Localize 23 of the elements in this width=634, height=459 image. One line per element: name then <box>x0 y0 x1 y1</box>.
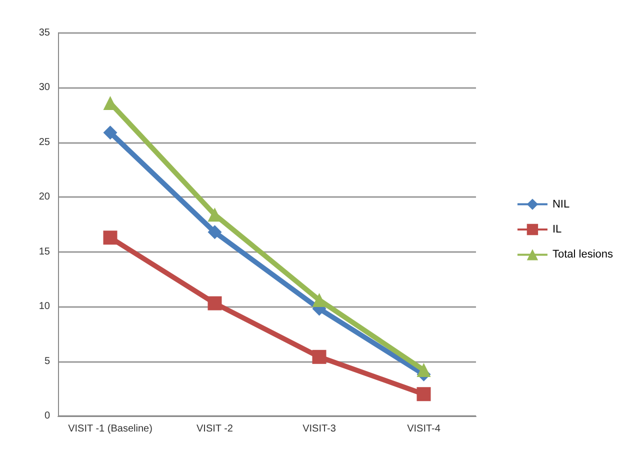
point <box>208 296 222 310</box>
x-tick-label: VISIT-4 <box>407 424 441 434</box>
y-tick-label: 25 <box>38 136 50 148</box>
y-tick-label: 15 <box>38 246 50 258</box>
point <box>312 350 326 364</box>
point <box>416 387 431 402</box>
point <box>208 225 222 240</box>
x-tick-label: VISIT -2 <box>196 424 234 434</box>
x-tick-label: VISIT-3 <box>302 424 336 434</box>
point <box>312 293 326 308</box>
legend-label: IL <box>552 224 562 236</box>
point <box>103 230 118 245</box>
point <box>103 126 118 140</box>
y-tick-label: 10 <box>38 301 50 312</box>
x-tick-label: VISIT -1 (Baseline) <box>68 424 152 434</box>
legend-label: Total lesions <box>552 248 614 261</box>
legend-label: NIL <box>552 198 570 210</box>
y-tick-label: 35 <box>38 28 50 38</box>
y-tick-label: 5 <box>44 356 50 367</box>
y-tick-label: 0 <box>44 410 50 422</box>
point <box>416 363 431 378</box>
y-tick-label: 30 <box>38 82 50 94</box>
y-tick-label: 20 <box>38 192 50 203</box>
